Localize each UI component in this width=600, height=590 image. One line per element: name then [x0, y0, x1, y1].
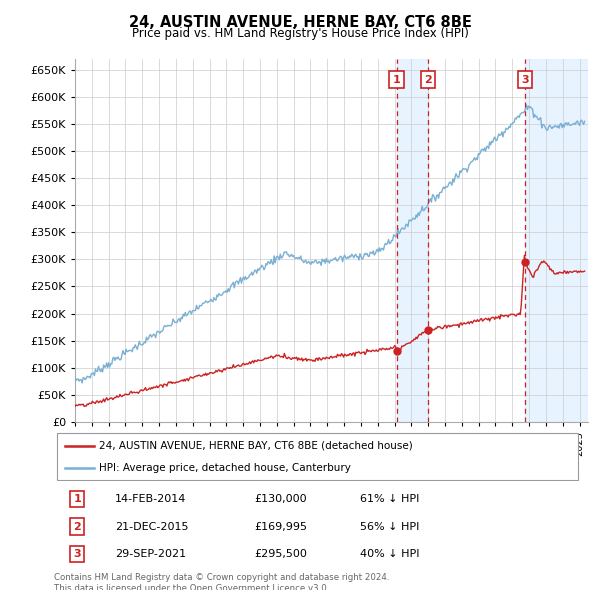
- Text: 3: 3: [73, 549, 81, 559]
- Text: 1: 1: [73, 494, 81, 504]
- Bar: [525, 59, 588, 422]
- Text: 24, AUSTIN AVENUE, HERNE BAY, CT6 8BE (detached house): 24, AUSTIN AVENUE, HERNE BAY, CT6 8BE (d…: [99, 441, 413, 451]
- Text: £295,500: £295,500: [254, 549, 308, 559]
- Text: £169,995: £169,995: [254, 522, 308, 532]
- Text: 14-FEB-2014: 14-FEB-2014: [115, 494, 186, 504]
- Text: HPI: Average price, detached house, Canterbury: HPI: Average price, detached house, Cant…: [99, 463, 351, 473]
- Text: 61% ↓ HPI: 61% ↓ HPI: [360, 494, 419, 504]
- Text: Price paid vs. HM Land Registry's House Price Index (HPI): Price paid vs. HM Land Registry's House …: [131, 27, 469, 40]
- Text: 2: 2: [73, 522, 81, 532]
- Text: Contains HM Land Registry data © Crown copyright and database right 2024.
This d: Contains HM Land Registry data © Crown c…: [54, 573, 389, 590]
- Text: 40% ↓ HPI: 40% ↓ HPI: [360, 549, 420, 559]
- Text: £130,000: £130,000: [254, 494, 307, 504]
- Text: 2: 2: [424, 74, 431, 84]
- Bar: [397, 59, 428, 422]
- FancyBboxPatch shape: [56, 434, 578, 480]
- Text: 24, AUSTIN AVENUE, HERNE BAY, CT6 8BE: 24, AUSTIN AVENUE, HERNE BAY, CT6 8BE: [128, 15, 472, 30]
- Text: 29-SEP-2021: 29-SEP-2021: [115, 549, 186, 559]
- Text: 1: 1: [393, 74, 400, 84]
- Text: 21-DEC-2015: 21-DEC-2015: [115, 522, 188, 532]
- Text: 56% ↓ HPI: 56% ↓ HPI: [360, 522, 419, 532]
- Text: 3: 3: [521, 74, 529, 84]
